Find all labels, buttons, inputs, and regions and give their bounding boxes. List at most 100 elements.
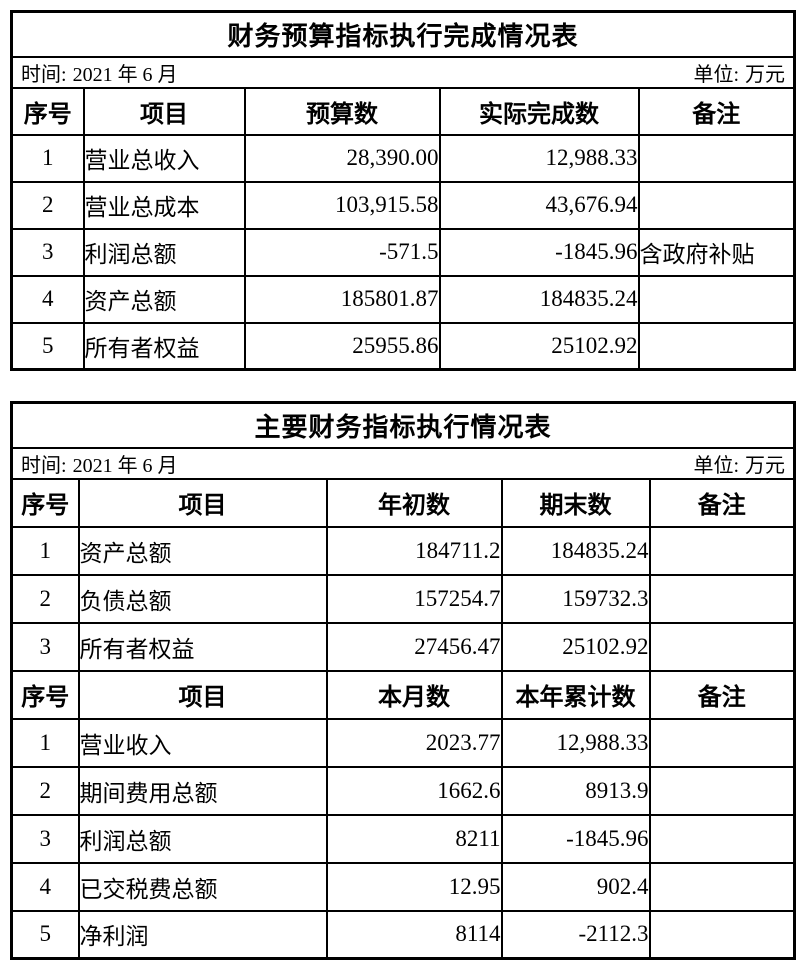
cell-ytd: 12,988.33: [500, 717, 651, 768]
time-label: 时间:: [21, 454, 67, 477]
cell-note: [648, 765, 796, 816]
cell-budget: -571.5: [243, 227, 441, 277]
col-header-start: 年初数: [325, 477, 503, 528]
table2-title: 主要财务指标执行情况表: [10, 401, 796, 449]
cell-month: 8114: [325, 909, 503, 960]
cell-start: 157254.7: [325, 573, 503, 624]
col-header-item: 项目: [77, 477, 328, 528]
cell-actual: -1845.96: [438, 227, 640, 277]
cell-actual: 12,988.33: [438, 133, 640, 183]
table-row: 4 已交税费总额 12.95 902.4: [10, 861, 796, 912]
cell-start: 184711.2: [325, 525, 503, 576]
time-value: 2021 年 6 月: [72, 454, 178, 477]
cell-item: 营业收入: [77, 717, 328, 768]
table-meta-row: 时间: 2021 年 6 月 单位: 万元: [10, 55, 796, 89]
unit-label: 单位:: [693, 63, 740, 86]
col-header-note: 备注: [637, 86, 796, 136]
cell-item: 利润总额: [77, 813, 328, 864]
cell-note: [637, 274, 796, 324]
cell-month: 12.95: [325, 861, 503, 912]
tables-gap: [10, 371, 793, 401]
table-row: 2 期间费用总额 1662.6 8913.9: [10, 765, 796, 816]
cell-budget: 25955.86: [243, 321, 441, 371]
cell-actual: 184835.24: [438, 274, 640, 324]
cell-month: 1662.6: [325, 765, 503, 816]
cell-no: 5: [10, 909, 80, 960]
time-field: 时间: 2021 年 6 月: [21, 59, 184, 86]
cell-end: 184835.24: [500, 525, 651, 576]
time-field: 时间: 2021 年 6 月: [21, 450, 184, 477]
cell-no: 2: [10, 573, 80, 624]
table-row: 1 营业总收入 28,390.00 12,988.33: [10, 133, 796, 183]
cell-budget: 28,390.00: [243, 133, 441, 183]
budget-execution-table: 财务预算指标执行完成情况表 时间: 2021 年 6 月 单位: 万元 序号: [10, 10, 797, 371]
cell-item: 资产总额: [77, 525, 328, 576]
cell-no: 4: [10, 274, 85, 324]
unit-field: 单位: 万元: [693, 59, 785, 86]
meta-bar: 时间: 2021 年 6 月 单位: 万元: [14, 450, 793, 477]
cell-no: 3: [10, 621, 80, 672]
cell-item: 负债总额: [77, 573, 328, 624]
table1-title: 财务预算指标执行完成情况表: [10, 10, 796, 58]
cell-no: 3: [10, 813, 80, 864]
cell-no: 1: [10, 717, 80, 768]
cell-actual: 25102.92: [438, 321, 640, 371]
col-header-item: 项目: [77, 669, 328, 720]
cell-item: 所有者权益: [77, 621, 328, 672]
table-row: 5 净利润 8114 -2112.3: [10, 909, 796, 960]
table-row: 3 利润总额 8211 -1845.96: [10, 813, 796, 864]
table-row: 3 利润总额 -571.5 -1845.96 含政府补贴: [10, 227, 796, 277]
cell-end: 25102.92: [500, 621, 651, 672]
table-title-row: 财务预算指标执行完成情况表: [10, 10, 796, 58]
cell-month: 2023.77: [325, 717, 503, 768]
cell-no: 1: [10, 525, 80, 576]
col-header-no: 序号: [10, 477, 80, 528]
cell-no: 4: [10, 861, 80, 912]
table-row: 1 营业收入 2023.77 12,988.33: [10, 717, 796, 768]
unit-value: 万元: [745, 454, 786, 477]
table-row: 3 所有者权益 27456.47 25102.92: [10, 621, 796, 672]
col-header-end: 期末数: [500, 477, 651, 528]
col-header-no: 序号: [10, 669, 80, 720]
cell-note: [648, 813, 796, 864]
col-header-budget: 预算数: [243, 86, 441, 136]
cell-no: 3: [10, 227, 85, 277]
cell-no: 2: [10, 180, 85, 230]
cell-item: 营业总成本: [82, 180, 246, 230]
table-meta-row: 时间: 2021 年 6 月 单位: 万元: [10, 446, 796, 480]
cell-note: [648, 573, 796, 624]
cell-item: 营业总收入: [82, 133, 246, 183]
time-value: 2021 年 6 月: [72, 63, 178, 86]
cell-item: 已交税费总额: [77, 861, 328, 912]
cell-item: 净利润: [77, 909, 328, 960]
table-row: 5 所有者权益 25955.86 25102.92: [10, 321, 796, 371]
table-title-row: 主要财务指标执行情况表: [10, 401, 796, 449]
table1-meta-cell: 时间: 2021 年 6 月 单位: 万元: [10, 55, 796, 89]
col-header-note: 备注: [648, 669, 796, 720]
cell-end: 159732.3: [500, 573, 651, 624]
col-header-actual: 实际完成数: [438, 86, 640, 136]
main-indicators-table: 主要财务指标执行情况表 时间: 2021 年 6 月 单位: 万元 序号: [10, 401, 797, 960]
table2-meta-cell: 时间: 2021 年 6 月 单位: 万元: [10, 446, 796, 480]
table-row: 2 营业总成本 103,915.58 43,676.94: [10, 180, 796, 230]
section2-header-row: 序号 项目 本月数 本年累计数 备注: [10, 669, 796, 720]
table-header-row: 序号 项目 预算数 实际完成数 备注: [10, 86, 796, 136]
table-row: 4 资产总额 185801.87 184835.24: [10, 274, 796, 324]
col-header-note: 备注: [648, 477, 796, 528]
col-header-item: 项目: [82, 86, 246, 136]
cell-item: 所有者权益: [82, 321, 246, 371]
unit-field: 单位: 万元: [693, 450, 786, 477]
cell-note: [637, 321, 796, 371]
cell-note: [648, 717, 796, 768]
cell-ytd: 902.4: [500, 861, 651, 912]
cell-note: [637, 133, 796, 183]
cell-item: 资产总额: [82, 274, 246, 324]
cell-item: 利润总额: [82, 227, 246, 277]
cell-note: [648, 861, 796, 912]
time-label: 时间:: [21, 63, 67, 86]
cell-ytd: -1845.96: [500, 813, 651, 864]
section1-header-row: 序号 项目 年初数 期末数 备注: [10, 477, 796, 528]
cell-note: 含政府补贴: [637, 227, 796, 277]
table-row: 1 资产总额 184711.2 184835.24: [10, 525, 796, 576]
cell-note: [648, 525, 796, 576]
